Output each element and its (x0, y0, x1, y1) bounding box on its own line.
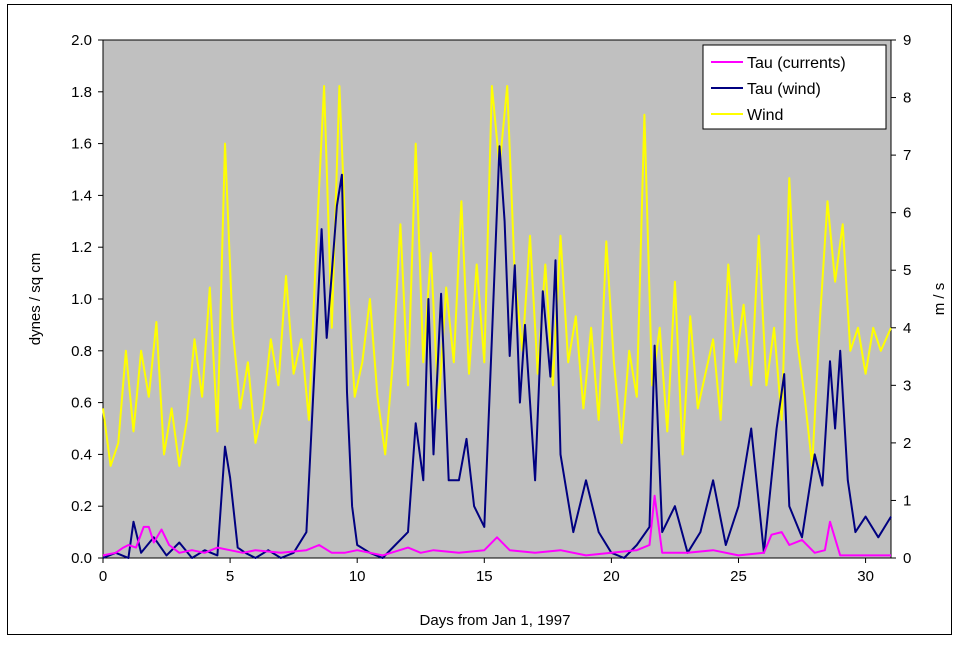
x-tick-label: 10 (349, 568, 366, 585)
y-right-tick-label: 9 (903, 32, 911, 49)
x-axis: 0 5 10 15 20 25 30 (99, 558, 874, 585)
y-right-tick-label: 2 (903, 435, 911, 452)
y-left-tick-label: 0.8 (71, 343, 92, 360)
y-axis-right: 0 1 2 3 4 5 6 7 8 9 (891, 32, 911, 567)
series-line-wind (102, 85, 892, 467)
y-left-tick-label: 1.4 (71, 187, 92, 204)
y-right-tick-label: 7 (903, 147, 911, 164)
y-axis-left: 0.0 0.2 0.4 0.6 0.8 1.0 1.2 1.4 1.6 1.8 2.0 (71, 32, 103, 567)
legend: Tau (currents) Tau (wind) Wind (702, 44, 887, 130)
x-tick-label: 30 (857, 568, 874, 585)
x-tick-label: 15 (476, 568, 493, 585)
x-axis-label: Days from Jan 1, 1997 (420, 612, 571, 629)
y-left-tick-label: 1.0 (71, 291, 92, 308)
legend-label: Wind (747, 107, 783, 124)
y-left-tick-label: 0.0 (71, 550, 92, 567)
series-line-tau-currents (102, 494, 891, 557)
y-right-tick-label: 6 (903, 205, 911, 222)
y-right-tick-label: 0 (903, 550, 911, 567)
y-axis-label-right: m / s (931, 283, 948, 316)
y-right-tick-label: 1 (903, 492, 911, 509)
y-right-tick-label: 3 (903, 377, 911, 394)
x-tick-label: 0 (99, 568, 107, 585)
y-left-tick-label: 1.8 (71, 84, 92, 101)
y-left-tick-label: 0.6 (71, 395, 92, 412)
x-tick-label: 5 (226, 568, 234, 585)
y-right-tick-label: 5 (903, 262, 911, 279)
y-left-tick-label: 2.0 (71, 32, 92, 49)
legend-label: Tau (wind) (747, 81, 821, 98)
y-axis-label-left: dynes / sq cm (27, 253, 44, 346)
y-left-tick-label: 0.4 (71, 446, 92, 463)
y-left-tick-label: 1.2 (71, 239, 92, 256)
y-left-tick-label: 1.6 (71, 136, 92, 153)
legend-label: Tau (currents) (747, 55, 846, 72)
x-tick-label: 20 (603, 568, 620, 585)
series-layer (102, 85, 892, 559)
series-line-tau-wind (102, 145, 892, 559)
y-right-tick-label: 4 (903, 320, 911, 337)
x-tick-label: 25 (730, 568, 747, 585)
y-left-tick-label: 0.2 (71, 498, 92, 515)
y-right-tick-label: 8 (903, 90, 911, 107)
